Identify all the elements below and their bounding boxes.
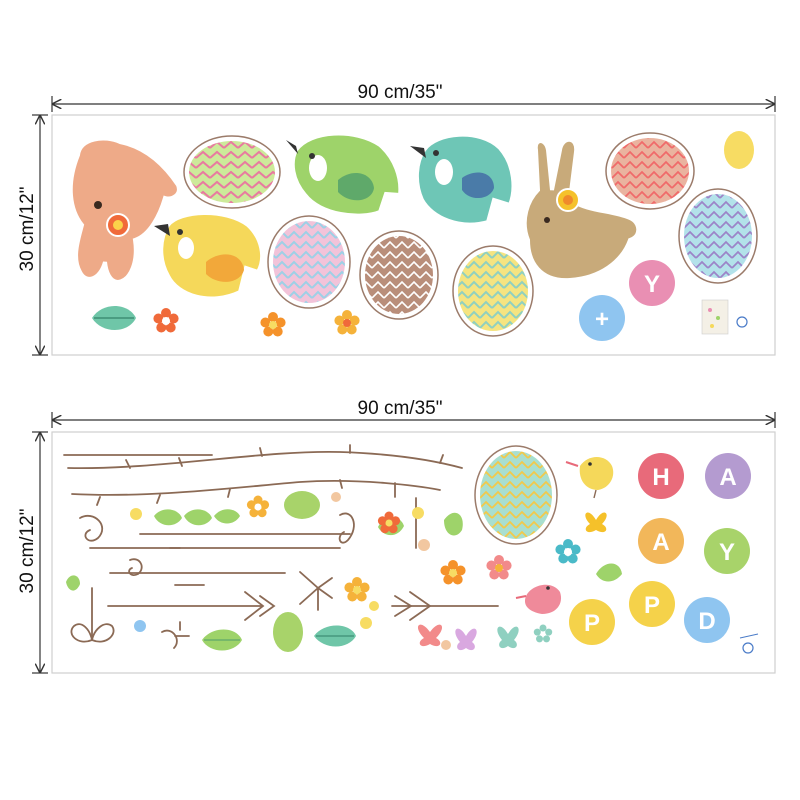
- leaf-icon: [92, 306, 136, 330]
- bunny-icon: [522, 137, 641, 283]
- bird-icon: [286, 131, 403, 218]
- leaf-icon: [66, 491, 622, 652]
- svg-text:A: A: [719, 464, 736, 491]
- easter-egg-icon: [452, 245, 534, 337]
- letter-sticker-y: Y: [704, 528, 750, 574]
- flower-icon: [555, 539, 581, 564]
- letter-sticker-y: Y: [629, 260, 675, 306]
- flower-icon: [334, 310, 360, 335]
- svg-text:P: P: [584, 610, 600, 637]
- vine-icon: [63, 444, 499, 649]
- chick-icon: [154, 211, 265, 301]
- flower-icon: [246, 495, 270, 518]
- svg-text:+: +: [595, 306, 609, 333]
- easter-egg-icon: [474, 445, 558, 545]
- logo-icon: [739, 633, 759, 654]
- letter-sticker-plus: +: [579, 295, 625, 341]
- flower-icon: [486, 555, 512, 580]
- sheet2-dimension-lines: [32, 412, 776, 674]
- letter-sticker-d: D: [684, 597, 730, 643]
- sheet1-dimension-lines: [32, 96, 776, 356]
- letter-sticker-a: A: [705, 453, 751, 499]
- bunny-icon: [68, 136, 181, 285]
- logo-icon: [701, 299, 748, 335]
- letter-sticker-h: H: [638, 453, 684, 499]
- svg-text:P: P: [644, 592, 660, 619]
- letter-sticker-a: A: [638, 518, 684, 564]
- bird-icon: [565, 457, 614, 499]
- sheet1-width-label: 90 cm/35": [357, 82, 443, 103]
- butterfly-icon: [417, 512, 607, 651]
- easter-egg-icon: [724, 131, 754, 169]
- flower-icon: [377, 511, 401, 534]
- flower-icon: [440, 560, 466, 585]
- svg-text:A: A: [652, 529, 669, 556]
- sheet2-width-label: 90 cm/35": [357, 398, 443, 419]
- easter-egg-icon: [359, 230, 439, 320]
- svg-text:Y: Y: [719, 539, 735, 566]
- easter-egg-icon: [678, 188, 758, 284]
- svg-text:D: D: [698, 608, 715, 635]
- flower-icon: [153, 308, 179, 333]
- easter-egg-icon: [605, 132, 695, 210]
- flower-icon: [533, 624, 553, 643]
- confetti-dots: [130, 492, 451, 650]
- letter-sticker-p: P: [569, 599, 615, 645]
- easter-egg-icon: [267, 215, 351, 309]
- flower-icon: [260, 312, 286, 337]
- bird-icon: [410, 132, 516, 227]
- letter-sticker-p: P: [629, 581, 675, 627]
- bird-icon: [515, 584, 562, 614]
- svg-text:H: H: [652, 464, 669, 491]
- svg-text:Y: Y: [644, 271, 660, 298]
- flower-icon: [344, 577, 370, 602]
- easter-egg-icon: [183, 135, 281, 209]
